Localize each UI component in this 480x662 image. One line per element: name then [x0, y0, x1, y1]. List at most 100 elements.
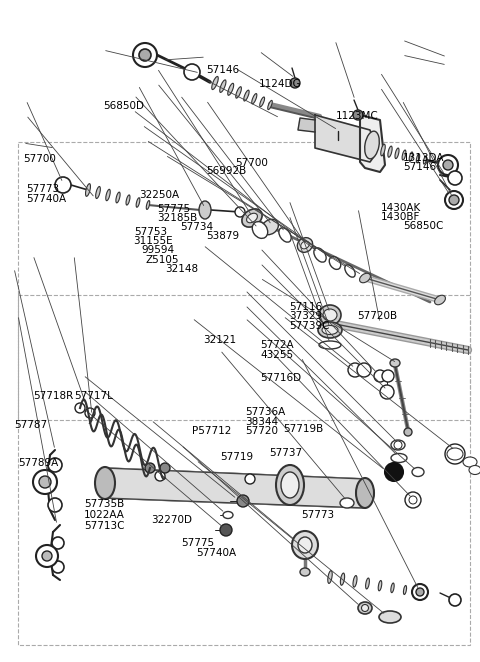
Ellipse shape: [319, 305, 341, 325]
Circle shape: [385, 463, 403, 481]
Circle shape: [235, 207, 245, 217]
Ellipse shape: [381, 144, 385, 156]
Circle shape: [48, 458, 62, 472]
Ellipse shape: [365, 131, 379, 159]
Ellipse shape: [356, 478, 374, 508]
Text: 57739C: 57739C: [289, 320, 330, 331]
Text: 37329: 37329: [289, 311, 323, 322]
Text: 32185B: 32185B: [157, 213, 198, 223]
Text: 99594: 99594: [142, 245, 175, 256]
Circle shape: [394, 441, 402, 449]
Ellipse shape: [360, 273, 371, 283]
Ellipse shape: [322, 326, 338, 334]
Circle shape: [55, 177, 71, 193]
Text: 57773: 57773: [301, 510, 335, 520]
Text: 57713C: 57713C: [84, 520, 124, 531]
Ellipse shape: [361, 604, 369, 612]
Circle shape: [409, 496, 417, 504]
Ellipse shape: [345, 265, 355, 277]
Ellipse shape: [85, 183, 90, 197]
Circle shape: [416, 588, 424, 596]
Ellipse shape: [260, 97, 264, 107]
Text: 57734: 57734: [180, 222, 213, 232]
Text: 1430BF: 1430BF: [381, 212, 420, 222]
Text: 57736A: 57736A: [245, 406, 285, 417]
Ellipse shape: [268, 101, 272, 110]
Circle shape: [405, 492, 421, 508]
Ellipse shape: [353, 575, 357, 587]
Text: 32148: 32148: [166, 263, 199, 274]
Ellipse shape: [228, 83, 234, 95]
Circle shape: [145, 463, 155, 473]
Text: 56850C: 56850C: [403, 221, 444, 232]
Text: 32270D: 32270D: [151, 514, 192, 525]
Text: 57775: 57775: [181, 538, 215, 548]
Text: 56850D: 56850D: [103, 101, 144, 111]
Text: 57773: 57773: [26, 183, 60, 194]
Ellipse shape: [358, 602, 372, 614]
Text: 57700: 57700: [235, 158, 268, 168]
Text: Z5105: Z5105: [145, 254, 179, 265]
Ellipse shape: [379, 611, 401, 623]
Text: 57700: 57700: [23, 154, 56, 164]
Polygon shape: [315, 115, 375, 162]
Ellipse shape: [281, 472, 299, 498]
Circle shape: [245, 474, 255, 484]
Text: 57146: 57146: [403, 162, 436, 172]
Bar: [18, 295, 470, 645]
Ellipse shape: [319, 341, 341, 349]
Ellipse shape: [328, 571, 332, 583]
Ellipse shape: [469, 465, 480, 475]
Ellipse shape: [252, 93, 257, 104]
Text: 1430AK: 1430AK: [381, 203, 421, 213]
Ellipse shape: [340, 573, 345, 585]
Ellipse shape: [366, 578, 370, 589]
Ellipse shape: [279, 228, 291, 242]
Bar: [18, 142, 470, 420]
Text: 57775: 57775: [157, 203, 191, 214]
Ellipse shape: [404, 428, 412, 436]
Polygon shape: [105, 468, 365, 508]
Text: 57719B: 57719B: [283, 424, 324, 434]
Text: 57753: 57753: [134, 226, 168, 237]
Text: 57146: 57146: [206, 64, 240, 75]
Ellipse shape: [318, 322, 342, 338]
Ellipse shape: [242, 209, 262, 227]
Text: 57740A: 57740A: [196, 548, 236, 559]
Text: 1022AA: 1022AA: [84, 510, 125, 520]
Text: 53879: 53879: [206, 231, 240, 242]
Ellipse shape: [300, 568, 310, 576]
Ellipse shape: [434, 295, 445, 305]
Ellipse shape: [391, 440, 405, 450]
Circle shape: [155, 471, 165, 481]
Ellipse shape: [220, 80, 226, 93]
Ellipse shape: [252, 222, 268, 238]
Ellipse shape: [378, 581, 382, 591]
Circle shape: [36, 545, 58, 567]
Circle shape: [220, 524, 232, 536]
Circle shape: [52, 537, 64, 549]
Ellipse shape: [395, 148, 399, 159]
Ellipse shape: [340, 498, 354, 508]
Ellipse shape: [116, 192, 120, 203]
Ellipse shape: [95, 467, 115, 499]
Polygon shape: [298, 118, 315, 132]
Text: 57720B: 57720B: [358, 311, 398, 322]
Ellipse shape: [447, 448, 463, 460]
Circle shape: [357, 363, 371, 377]
Circle shape: [445, 191, 463, 209]
Ellipse shape: [301, 241, 309, 249]
Ellipse shape: [323, 309, 337, 321]
Ellipse shape: [276, 465, 304, 505]
Ellipse shape: [391, 453, 407, 463]
Text: 1313DA: 1313DA: [403, 152, 444, 163]
Ellipse shape: [223, 512, 233, 518]
Circle shape: [382, 370, 394, 382]
Ellipse shape: [416, 154, 420, 163]
Text: 38344: 38344: [245, 416, 278, 427]
Ellipse shape: [262, 219, 278, 235]
Circle shape: [42, 551, 52, 561]
Ellipse shape: [409, 152, 413, 162]
Circle shape: [39, 476, 51, 488]
Text: 57116: 57116: [289, 302, 323, 312]
